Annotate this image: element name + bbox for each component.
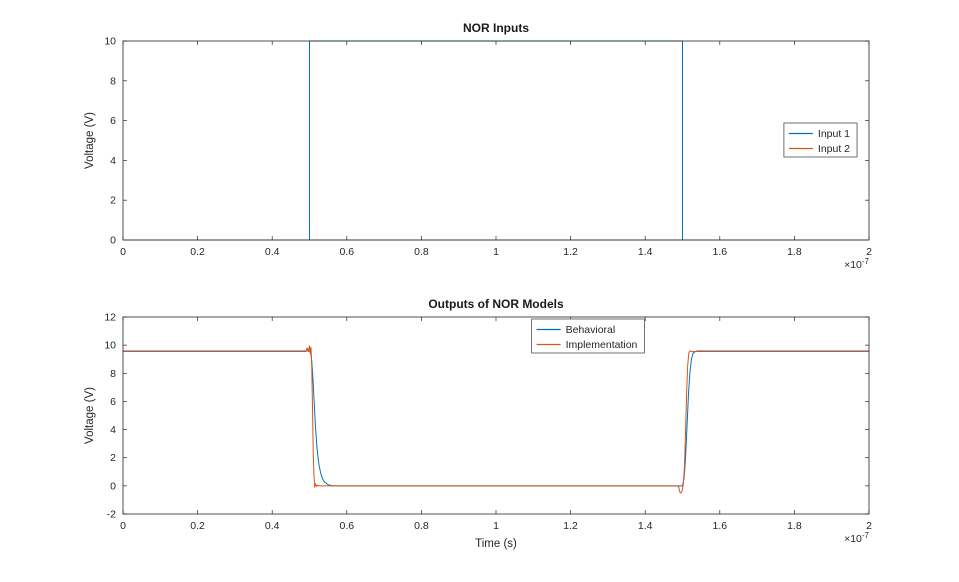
x-tick-label: 0.8 xyxy=(414,520,429,532)
x-tick-label: 1.6 xyxy=(712,246,727,258)
x-tick-label: 1 xyxy=(493,246,499,258)
y-tick-label: 10 xyxy=(104,340,116,352)
series-implementation xyxy=(123,345,869,494)
y-tick-label: -2 xyxy=(107,509,116,521)
y-tick-label: 0 xyxy=(110,235,116,247)
x-tick-label: 0 xyxy=(120,520,126,532)
x-axis-exponent: ×10-7 xyxy=(844,531,869,545)
x-tick-label: 1.8 xyxy=(787,520,802,532)
axes-box xyxy=(122,316,870,515)
x-axis-label: Time (s) xyxy=(475,538,517,550)
nor-inputs-chart: 0 0.2 0.4 0.6 0.8 1 1.2 1.4 1.6 1.8 2 0 2 4 6 8 10 NOR In… xyxy=(84,21,872,271)
legend-box xyxy=(531,318,645,354)
legend-label: Implementation xyxy=(566,339,638,351)
x-tick-label: 2 xyxy=(866,520,872,532)
x-tick-label: 0.4 xyxy=(265,246,280,258)
chart-title: Outputs of NOR Models xyxy=(428,297,564,311)
x-axis-exponent: ×10-7 xyxy=(844,257,869,271)
y-tick-label: 6 xyxy=(110,396,116,408)
x-tick-label: 0.6 xyxy=(339,246,354,258)
y-tick-label: 4 xyxy=(110,155,116,167)
legend-label: Input 2 xyxy=(818,143,850,155)
plot-area xyxy=(123,41,869,240)
x-tick-label: 1 xyxy=(493,520,499,532)
x-tick-label: 0.2 xyxy=(190,520,205,532)
y-tick-label: 0 xyxy=(110,480,116,492)
nor-outputs-chart: 0 0.2 0.4 0.6 0.8 1 1.2 1.4 1.6 1.8 2 -2 0 2 4 6 8 10 12 Ou… xyxy=(84,297,872,550)
y-tick-label: 4 xyxy=(110,424,116,436)
legend-box xyxy=(783,122,858,158)
y-tick-label: 2 xyxy=(110,452,116,464)
y-tick-label: 8 xyxy=(110,368,116,380)
y-tick-label: 12 xyxy=(104,312,116,324)
legend-label: Input 1 xyxy=(818,128,850,140)
y-tick-label: 6 xyxy=(110,115,116,127)
x-tick-label: 0.6 xyxy=(339,520,354,532)
axes-box xyxy=(122,40,870,241)
x-tick-label: 1.2 xyxy=(563,246,578,258)
x-tick-label: 1.4 xyxy=(638,246,653,258)
x-tick-label: 0.8 xyxy=(414,246,429,258)
x-tick-label: 1.6 xyxy=(712,520,727,532)
legend: Behavioral Implementation xyxy=(531,318,645,354)
y-tick-label: 8 xyxy=(110,75,116,87)
x-tick-label: 0 xyxy=(120,246,126,258)
x-tick-label: 0.2 xyxy=(190,246,205,258)
y-tick-label: 10 xyxy=(104,36,116,48)
chart-title: NOR Inputs xyxy=(463,21,529,35)
x-tick-label: 1.4 xyxy=(638,520,653,532)
legend: Input 1 Input 2 xyxy=(783,122,858,158)
y-tick-label: 2 xyxy=(110,195,116,207)
y-axis-label: Voltage (V) xyxy=(84,387,96,444)
plot-area xyxy=(123,317,869,514)
y-axis-label: Voltage (V) xyxy=(84,112,96,169)
x-tick-label: 1.2 xyxy=(563,520,578,532)
x-tick-label: 2 xyxy=(866,246,872,258)
x-tick-label: 0.4 xyxy=(265,520,280,532)
x-tick-label: 1.8 xyxy=(787,246,802,258)
legend-label: Behavioral xyxy=(566,324,616,336)
